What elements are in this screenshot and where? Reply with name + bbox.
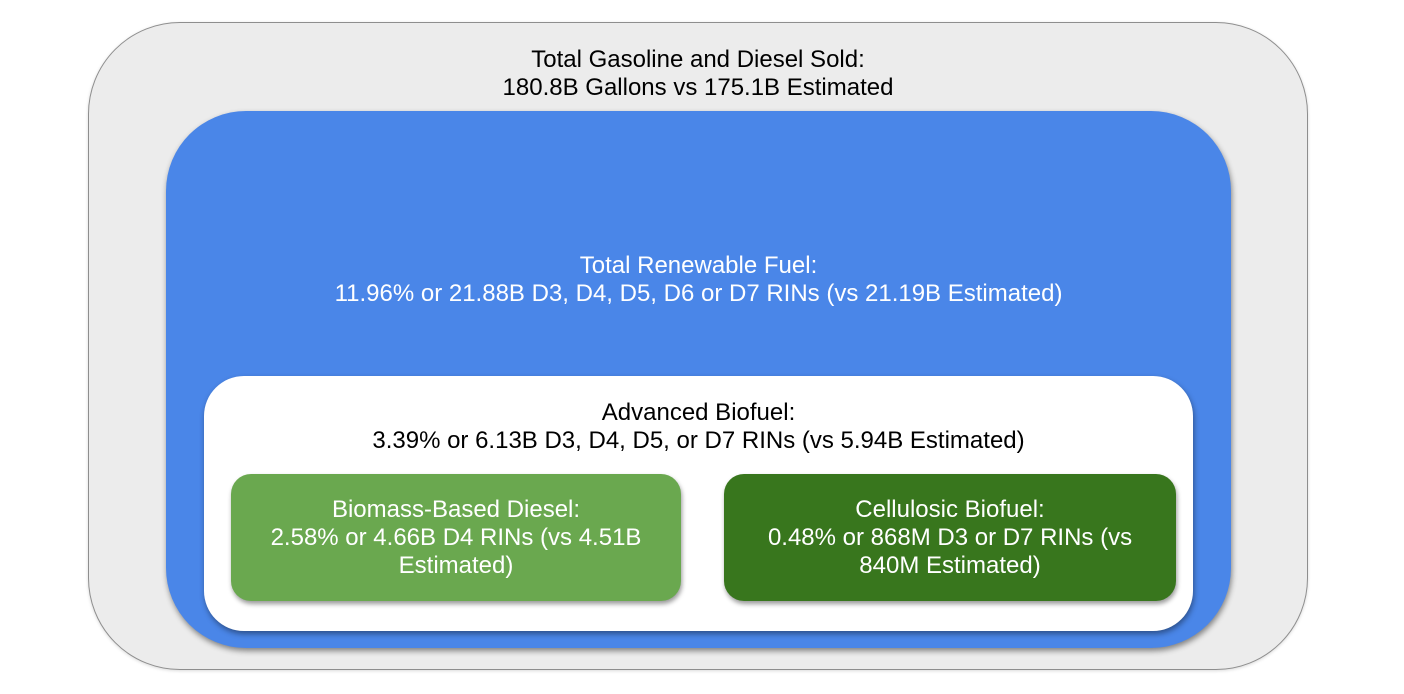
total-gasoline-diesel-box: Total Gasoline and Diesel Sold: 180.8B G…: [88, 22, 1308, 670]
biomass-based-diesel-box: Biomass-Based Diesel: 2.58% or 4.66B D4 …: [231, 474, 681, 601]
advanced-biofuel-box: Advanced Biofuel: 3.39% or 6.13B D3, D4,…: [204, 376, 1193, 631]
total-renewable-fuel-box: Total Renewable Fuel: 11.96% or 21.88B D…: [166, 111, 1231, 648]
biomass-based-diesel-label: Biomass-Based Diesel: 2.58% or 4.66B D4 …: [270, 495, 642, 579]
total-renewable-fuel-label: Total Renewable Fuel: 11.96% or 21.88B D…: [334, 252, 1063, 307]
cellulosic-biofuel-box: Cellulosic Biofuel: 0.48% or 868M D3 or …: [724, 474, 1176, 601]
advanced-biofuel-label: Advanced Biofuel: 3.39% or 6.13B D3, D4,…: [372, 399, 1025, 454]
cellulosic-biofuel-label: Cellulosic Biofuel: 0.48% or 868M D3 or …: [767, 495, 1133, 579]
total-gasoline-diesel-label: Total Gasoline and Diesel Sold: 180.8B G…: [502, 46, 894, 101]
